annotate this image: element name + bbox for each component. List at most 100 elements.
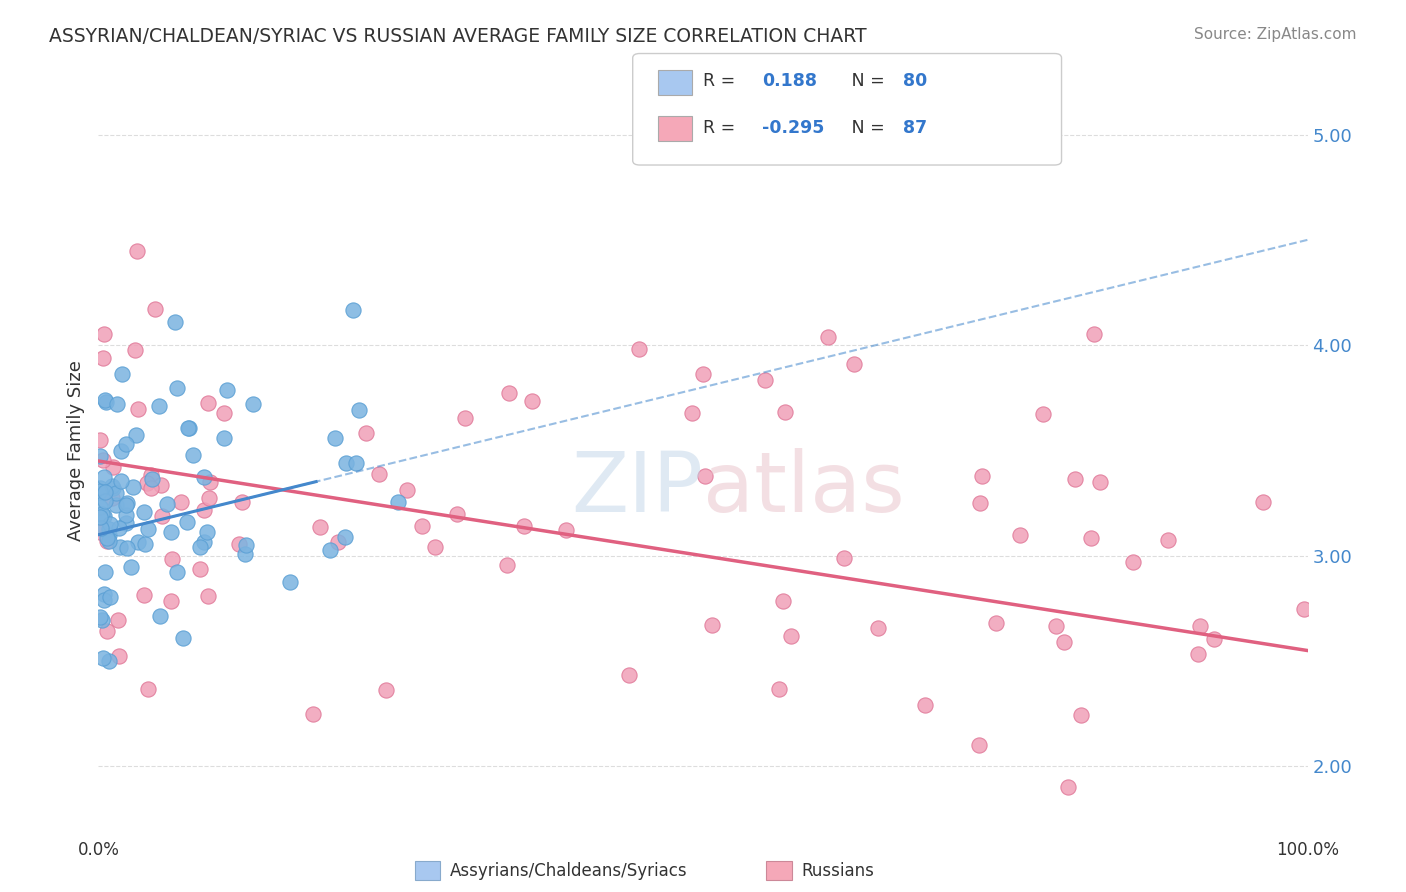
Point (193, 503, 215, 517)
Point (169, 494, 191, 508)
Point (498, 386, 520, 401)
Point (198, 491, 221, 505)
Point (817, 330, 839, 344)
Point (94, 484, 117, 499)
Text: Russians: Russians (801, 862, 875, 880)
Point (617, 668, 640, 682)
Point (866, 621, 889, 635)
Point (177, 421, 200, 435)
Point (326, 535, 349, 549)
Text: ZIP: ZIP (571, 448, 703, 529)
Point (139, 467, 162, 482)
Point (94, 565, 117, 579)
Point (768, 682, 790, 697)
Point (195, 524, 218, 539)
Point (148, 399, 170, 413)
Point (96, 531, 118, 545)
Point (89, 433, 111, 447)
Point (122, 480, 145, 494)
Point (972, 468, 994, 483)
Point (96, 624, 118, 638)
Point (89, 525, 111, 540)
Point (772, 594, 794, 608)
Point (107, 613, 129, 627)
Point (1057, 780, 1080, 794)
Point (90, 521, 112, 535)
Point (141, 472, 163, 486)
Point (197, 396, 219, 410)
Text: N =: N = (835, 72, 890, 90)
Point (166, 381, 188, 395)
Point (1010, 527, 1032, 541)
Point (132, 588, 155, 602)
Text: R =: R = (703, 119, 741, 136)
Point (97, 522, 120, 536)
Point (198, 475, 221, 490)
Point (98, 654, 121, 668)
Point (214, 430, 236, 444)
Point (89, 510, 111, 524)
Point (233, 547, 256, 561)
Point (342, 303, 364, 318)
Text: 0.188: 0.188 (762, 72, 817, 90)
Point (166, 566, 188, 580)
Point (179, 420, 201, 434)
Point (160, 525, 183, 540)
Point (700, 618, 723, 632)
Point (93, 494, 115, 508)
Point (93, 509, 115, 524)
Point (89, 449, 111, 463)
Point (1122, 555, 1144, 569)
Point (188, 562, 211, 576)
Point (235, 538, 257, 552)
Point (1064, 472, 1087, 486)
Point (93, 327, 115, 342)
Point (228, 537, 250, 551)
Point (97, 527, 120, 541)
Point (335, 456, 357, 470)
Point (181, 448, 204, 462)
Point (1251, 494, 1274, 508)
Point (136, 681, 159, 696)
Point (172, 632, 194, 646)
Text: atlas: atlas (703, 448, 904, 529)
Point (90, 613, 112, 627)
Point (344, 456, 367, 470)
Point (374, 682, 396, 697)
Point (395, 483, 418, 497)
Point (124, 428, 146, 442)
Point (132, 505, 155, 519)
Point (692, 367, 714, 381)
Point (150, 478, 173, 492)
Point (115, 496, 138, 510)
Point (319, 542, 342, 557)
Point (98, 591, 121, 605)
Point (335, 530, 357, 544)
Point (139, 481, 162, 495)
Point (984, 615, 1007, 630)
Point (834, 550, 856, 565)
Text: 80: 80 (903, 72, 927, 90)
Point (425, 540, 447, 554)
Point (120, 560, 142, 574)
Point (89, 483, 111, 498)
Point (188, 540, 211, 554)
Point (1187, 647, 1209, 661)
Point (278, 574, 301, 589)
Point (779, 629, 801, 643)
Point (96, 534, 118, 549)
Point (101, 481, 124, 495)
Point (101, 491, 124, 505)
Point (215, 383, 238, 397)
Point (193, 535, 215, 549)
Point (125, 244, 148, 258)
Point (110, 444, 132, 458)
Point (134, 537, 156, 551)
Point (150, 509, 173, 524)
Point (127, 402, 149, 417)
Point (94, 395, 117, 409)
Point (110, 475, 132, 489)
Point (91, 650, 114, 665)
Point (115, 541, 138, 555)
Point (108, 649, 131, 664)
